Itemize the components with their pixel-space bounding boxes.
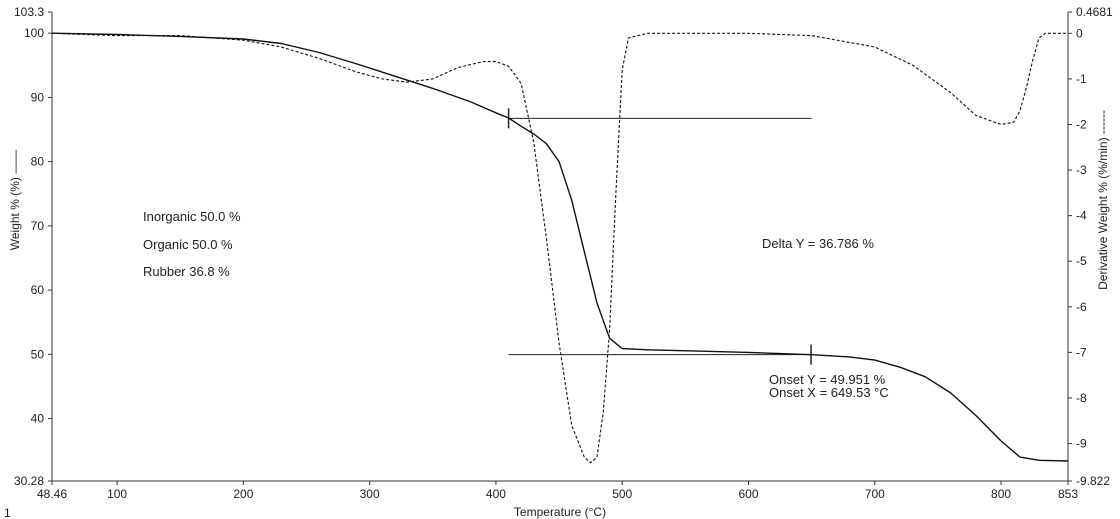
- x-axis-title: Temperature (°C): [514, 505, 606, 519]
- annotation-organic: Organic 50.0 %: [143, 237, 233, 252]
- y-left-tick-label: 50: [31, 347, 45, 361]
- x-tick-label: 853: [1058, 487, 1078, 501]
- plot-frame: [51, 12, 1069, 482]
- y-right-tick-label: -5: [1076, 254, 1087, 268]
- x-axis: 48.46 100 200 300 400 500 600 700 800 853: [37, 481, 1078, 501]
- y-left-axis-title: Weight % (%) ——: [8, 150, 22, 250]
- series-derivative-line: [51, 32, 1068, 464]
- annotation-onset-x: Onset X = 649.53 °C: [769, 385, 889, 400]
- y-right-tick-label: 0.4681: [1076, 5, 1113, 19]
- annotation-rubber: Rubber 36.8 %: [143, 264, 230, 279]
- y-right-tick-label: -4: [1076, 209, 1087, 223]
- y-left-axis: 30.28 40 50 60 70 80 90 100 103.3: [14, 5, 52, 488]
- y-left-tick-label: 90: [31, 90, 45, 104]
- x-tick-label: 300: [360, 487, 380, 501]
- annotation-onset-y: Onset Y = 49.951 %: [769, 372, 886, 387]
- y-left-tick-label: 80: [31, 155, 45, 169]
- y-left-tick-label: 103.3: [14, 5, 44, 19]
- y-right-tick-label: -7: [1076, 345, 1087, 359]
- x-tick-label: 400: [486, 487, 506, 501]
- x-tick-label: 500: [612, 487, 632, 501]
- annotation-inorganic: Inorganic 50.0 %: [143, 209, 241, 224]
- y-left-tick-label: 100: [24, 26, 44, 40]
- x-tick-label: 700: [865, 487, 885, 501]
- x-tick-label: 600: [738, 487, 758, 501]
- y-left-tick-label: 60: [31, 283, 45, 297]
- series-weight-line: [51, 32, 1069, 462]
- bottom-left-text: 1: [4, 506, 11, 519]
- y-left-tick-label: 30.28: [14, 474, 44, 488]
- x-tick-label: 800: [991, 487, 1011, 501]
- y-right-tick-label: -9: [1076, 437, 1087, 451]
- y-right-tick-label: 0: [1076, 26, 1083, 40]
- series-group: [51, 32, 1069, 464]
- y-right-tick-label: -1: [1076, 72, 1087, 86]
- annotation-delta-y: Delta Y = 36.786 %: [762, 236, 874, 251]
- x-tick-label: 200: [233, 487, 253, 501]
- y-right-axis-title: Derivative Weight % (%/min) ------: [1096, 110, 1110, 290]
- y-left-tick-label: 40: [31, 412, 45, 426]
- y-right-tick-label: -8: [1076, 391, 1087, 405]
- y-right-tick-label: -2: [1076, 117, 1087, 131]
- y-left-tick-label: 70: [31, 219, 45, 233]
- y-right-axis: -9.822 -9 -8 -7 -6 -5 -4 -3 -2 -1 0 0.4681: [1068, 5, 1113, 488]
- y-right-tick-label: -3: [1076, 163, 1087, 177]
- y-right-tick-label: -9.822: [1076, 474, 1110, 488]
- y-right-tick-label: -6: [1076, 300, 1087, 314]
- x-tick-label: 48.46: [37, 487, 67, 501]
- x-tick-label: 100: [107, 487, 127, 501]
